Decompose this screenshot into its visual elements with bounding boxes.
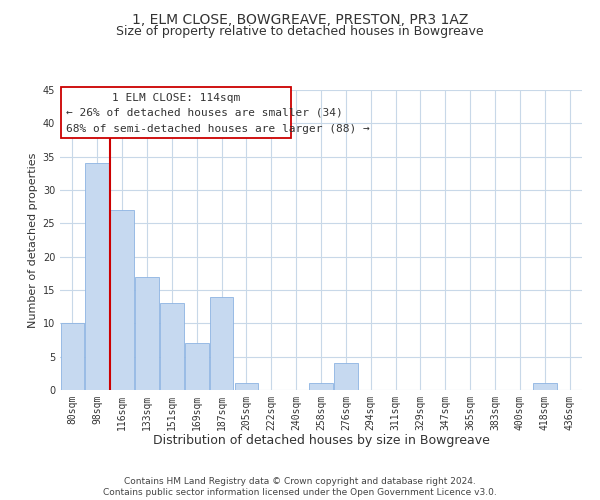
Bar [235,384,258,390]
Text: 1, ELM CLOSE, BOWGREAVE, PRESTON, PR3 1AZ: 1, ELM CLOSE, BOWGREAVE, PRESTON, PR3 1A… [132,12,468,26]
X-axis label: Distribution of detached houses by size in Bowgreave: Distribution of detached houses by size … [152,434,490,448]
Text: 1 ELM CLOSE: 114sqm: 1 ELM CLOSE: 114sqm [112,93,241,103]
Bar [135,276,159,390]
Text: ← 26% of detached houses are smaller (34): ← 26% of detached houses are smaller (34… [67,108,343,118]
Text: Contains HM Land Registry data © Crown copyright and database right 2024.: Contains HM Land Registry data © Crown c… [124,476,476,486]
FancyBboxPatch shape [61,86,291,138]
Bar [210,296,233,390]
Bar [185,344,209,390]
Text: Size of property relative to detached houses in Bowgreave: Size of property relative to detached ho… [116,25,484,38]
Bar [61,324,84,390]
Text: 68% of semi-detached houses are larger (88) →: 68% of semi-detached houses are larger (… [67,124,370,134]
Y-axis label: Number of detached properties: Number of detached properties [28,152,38,328]
Bar [85,164,109,390]
Text: Contains public sector information licensed under the Open Government Licence v3: Contains public sector information licen… [103,488,497,497]
Bar [110,210,134,390]
Bar [334,364,358,390]
Bar [160,304,184,390]
Bar [533,384,557,390]
Bar [309,384,333,390]
